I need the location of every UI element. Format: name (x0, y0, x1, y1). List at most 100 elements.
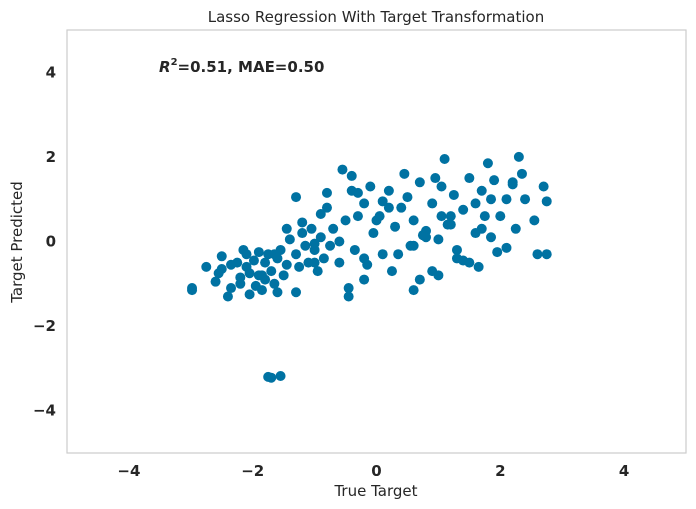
data-point (291, 249, 302, 260)
data-point (386, 266, 397, 277)
data-point (235, 278, 246, 289)
data-point (248, 255, 259, 266)
data-point (507, 179, 518, 190)
x-tick-label: 4 (619, 462, 629, 480)
chart-title: Lasso Regression With Target Transformat… (208, 8, 544, 26)
data-point (473, 261, 484, 272)
y-axis-label: Target Predicted (8, 181, 26, 304)
data-point (408, 215, 419, 226)
x-tick-label: −4 (117, 462, 140, 480)
data-point (352, 211, 363, 222)
data-point (260, 257, 271, 268)
data-point (470, 198, 481, 209)
r2-symbol: R (159, 58, 171, 76)
data-point (294, 261, 305, 272)
data-point (430, 173, 441, 184)
data-point (325, 240, 336, 251)
y-tick-label: 2 (46, 148, 56, 166)
y-tick-label: −4 (33, 402, 56, 420)
x-tick-label: −2 (241, 462, 264, 480)
metrics-text: =0.51, MAE=0.50 (178, 58, 325, 76)
data-point (187, 285, 198, 296)
data-point (479, 211, 490, 222)
data-point (266, 266, 277, 277)
data-point (266, 372, 277, 383)
data-point (337, 164, 348, 175)
data-point (489, 175, 500, 186)
data-point (201, 261, 212, 272)
x-tick-label: 0 (371, 462, 381, 480)
data-point (281, 223, 292, 234)
data-point (486, 232, 497, 243)
data-point (278, 270, 289, 281)
metrics-annotation: R2=0.51, MAE=0.50 (159, 57, 324, 76)
y-tick-label: 0 (46, 233, 56, 251)
data-point (520, 194, 531, 205)
data-point (383, 185, 394, 196)
data-point (232, 257, 243, 268)
data-point (396, 202, 407, 213)
data-point (516, 168, 527, 179)
data-point (368, 228, 379, 239)
data-point (328, 223, 339, 234)
x-tick-label: 2 (495, 462, 505, 480)
data-point (464, 257, 475, 268)
data-point (216, 263, 227, 274)
data-point (399, 168, 410, 179)
data-point (315, 232, 326, 243)
data-point (390, 221, 401, 232)
data-point (532, 249, 543, 260)
data-point (321, 187, 332, 198)
data-point (309, 257, 320, 268)
data-point (226, 283, 237, 294)
data-point (541, 196, 552, 207)
data-point (284, 234, 295, 245)
y-tick-label: −2 (33, 317, 56, 335)
data-point (312, 266, 323, 277)
data-point (343, 291, 354, 302)
data-points (187, 151, 552, 383)
data-point (436, 181, 447, 192)
data-point (241, 249, 252, 260)
data-point (476, 223, 487, 234)
data-point (309, 238, 320, 249)
data-point (359, 274, 370, 285)
data-point (256, 270, 267, 281)
data-point (492, 247, 503, 258)
data-point (300, 240, 311, 251)
data-point (216, 251, 227, 262)
data-point (510, 223, 521, 234)
data-point (482, 158, 493, 169)
data-point (244, 268, 255, 279)
data-point (346, 170, 357, 181)
data-point (421, 232, 432, 243)
data-point (343, 283, 354, 294)
data-point (436, 211, 447, 222)
r2-exponent: 2 (171, 57, 178, 68)
data-point (318, 253, 329, 264)
data-point (371, 215, 382, 226)
data-point (529, 215, 540, 226)
data-point (253, 247, 264, 258)
data-point (269, 278, 280, 289)
data-point (297, 217, 308, 228)
data-point (501, 242, 512, 253)
data-point (427, 198, 438, 209)
data-point (365, 181, 376, 192)
data-point (334, 257, 345, 268)
data-point (275, 371, 286, 382)
data-point (414, 177, 425, 188)
data-point (538, 181, 549, 192)
data-point (464, 173, 475, 184)
data-point (256, 285, 267, 296)
data-point (451, 244, 462, 255)
data-point (501, 194, 512, 205)
data-point (393, 249, 404, 260)
data-point (321, 202, 332, 213)
data-point (244, 289, 255, 300)
y-tick-label: 4 (46, 63, 56, 81)
data-point (439, 154, 450, 165)
data-point (476, 185, 487, 196)
data-point (513, 151, 524, 162)
